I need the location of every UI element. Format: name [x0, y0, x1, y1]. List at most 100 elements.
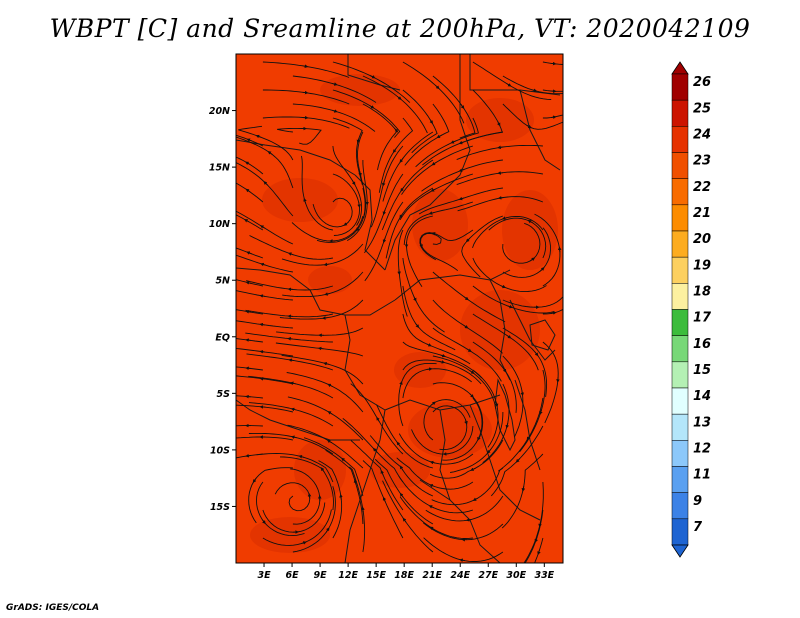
streamline-arrow [399, 213, 403, 219]
streamline-arrow [394, 127, 399, 133]
streamline-arrow [357, 202, 361, 208]
streamline-arrow [430, 188, 437, 192]
colorbar-swatch [671, 126, 689, 153]
streamline-arrow [259, 322, 266, 327]
streamline-arrow [259, 377, 266, 381]
streamline-arrow [472, 497, 479, 501]
streamline-arrow [530, 257, 536, 262]
streamline-arrow [526, 124, 532, 129]
streamline-arrow [380, 469, 384, 476]
streamline-arrow [436, 134, 442, 138]
streamline-arrow [245, 453, 251, 458]
streamline-arrow [531, 88, 538, 93]
streamline-arrow [376, 416, 380, 423]
streamline-arrow [470, 467, 476, 471]
colorbar-top-arrow [671, 61, 689, 75]
lat-tick-label: 20N [209, 106, 230, 117]
colorbar-label: 22 [693, 180, 711, 195]
colorbar-swatch [671, 230, 689, 258]
streamline-arrow [263, 181, 268, 186]
colorbar-label: 24 [693, 127, 711, 142]
country-border [514, 379, 541, 471]
streamline-arrow [550, 311, 557, 315]
streamline-arrow [505, 422, 509, 429]
streamline-arrow [261, 519, 266, 525]
streamline-arrow [353, 479, 358, 485]
streamline-arrow [526, 435, 531, 441]
streamline-arrow [396, 441, 401, 447]
streamline-arrow [399, 157, 404, 163]
streamline-arrow [322, 316, 328, 320]
streamline-arrow [351, 180, 356, 186]
streamline-arrow [267, 151, 273, 155]
streamline-arrow [460, 104, 465, 110]
streamline-arrow [428, 211, 435, 215]
colorbar-label: 25 [693, 101, 711, 116]
country-border [469, 404, 541, 521]
streamline-arrow [341, 457, 346, 462]
streamline-arrow [287, 337, 294, 341]
streamline-arrow [372, 447, 378, 453]
lon-tick-label: 27E [478, 570, 498, 581]
streamline-arrow [255, 134, 262, 139]
streamline-arrow [381, 180, 386, 187]
colorbar-swatch [671, 178, 689, 206]
colorbar-label: 11 [693, 468, 711, 483]
streamline-arrow [303, 197, 307, 204]
streamline-arrow [245, 188, 251, 193]
streamline-arrow [415, 323, 420, 329]
streamline-arrow [439, 360, 446, 364]
streamline-arrow [332, 109, 338, 113]
streamline-arrow [260, 262, 266, 267]
wbpt-patch [394, 352, 446, 388]
streamline-arrow [440, 353, 446, 358]
country-border [439, 409, 451, 501]
wbpt-patch [502, 190, 558, 270]
streamline-arrow [497, 196, 504, 200]
streamline-arrow [506, 334, 512, 339]
lon-tick-label: 33E [534, 570, 554, 581]
lon-tick-label: 12E [338, 570, 358, 581]
streamline-arrow [259, 349, 266, 354]
streamline-arrow [339, 493, 343, 500]
country-border [489, 279, 511, 381]
streamline-arrow [431, 232, 438, 236]
colorbar-label: 20 [693, 232, 711, 247]
grads-credit: GrADS: IGES/COLA [6, 603, 100, 613]
streamline-arrow [534, 351, 539, 357]
colorbar-swatch [671, 413, 689, 441]
colorbar-label: 16 [693, 337, 711, 352]
streamline-arrow [252, 477, 257, 483]
lon-tick-label: 24E [450, 570, 470, 581]
streamline-arrow [465, 518, 472, 522]
streamline-arrow [320, 467, 325, 473]
streamline-arrow [450, 140, 456, 144]
streamline-arrow [382, 237, 387, 244]
lake-outline [529, 319, 556, 351]
streamline-arrow [245, 281, 252, 285]
colorbar-label: 23 [693, 154, 711, 169]
streamline-arrow [301, 541, 307, 545]
lon-tick-label: 9E [314, 570, 328, 581]
streamline-arrow [245, 161, 251, 165]
colorbar-swatch [671, 73, 689, 101]
colorbar-swatch [671, 256, 689, 284]
colorbar: 26 25 24 23 22 21 20 19 18 17 16 15 14 13 12 11 9 7 [671, 61, 712, 558]
wbpt-patch [262, 178, 338, 222]
streamline-arrow [500, 284, 506, 289]
country-border [509, 299, 556, 361]
wbpt-patch [408, 402, 492, 458]
lon-tick-label: 18E [394, 570, 414, 581]
streamline-arrow [434, 84, 440, 90]
colorbar-label: 15 [693, 363, 711, 378]
colorbar-label: 21 [693, 206, 711, 221]
colorbar-label: 9 [693, 494, 702, 509]
latitude-axis: 20N 15N 10N 5N EQ 5S 10S 15S [209, 106, 236, 513]
streamline-arrow [245, 310, 252, 314]
lon-tick-label: 3E [257, 570, 271, 581]
streamline-arrow [326, 439, 333, 444]
streamlines [236, 61, 563, 563]
colorbar-swatch [671, 466, 689, 493]
streamline-arrow [497, 171, 504, 175]
